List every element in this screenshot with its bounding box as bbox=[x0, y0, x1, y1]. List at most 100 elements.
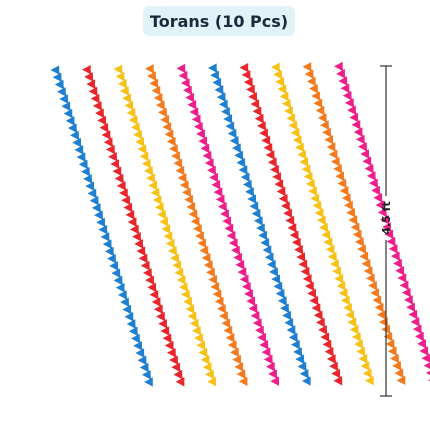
flag-triangle bbox=[425, 370, 430, 376]
flag-triangle bbox=[132, 231, 141, 242]
flag-triangle bbox=[95, 108, 104, 118]
flag-triangle bbox=[319, 222, 328, 233]
flag-triangle bbox=[250, 311, 260, 321]
flag-triangle bbox=[302, 274, 312, 284]
flag-triangle bbox=[268, 369, 277, 379]
flag-triangle bbox=[151, 297, 161, 307]
flag-triangle bbox=[300, 266, 310, 277]
flag-triangle bbox=[142, 268, 152, 278]
flag-triangle bbox=[259, 128, 268, 138]
flag-triangle bbox=[121, 195, 130, 205]
flag-triangle bbox=[287, 223, 297, 233]
flag-triangle bbox=[216, 304, 226, 314]
flag-triangle bbox=[115, 71, 125, 82]
flag-triangle bbox=[305, 179, 315, 189]
flag-triangle bbox=[208, 274, 217, 285]
flag-triangle bbox=[225, 333, 235, 343]
flag-triangle bbox=[306, 76, 316, 87]
flag-triangle bbox=[176, 275, 186, 285]
flag-triangle bbox=[218, 99, 228, 110]
flag-triangle bbox=[83, 174, 92, 184]
flag-triangle bbox=[202, 362, 212, 372]
flag-triangle bbox=[177, 173, 187, 183]
flag-triangle bbox=[92, 101, 102, 111]
flag-triangle bbox=[324, 347, 334, 357]
flag-triangle bbox=[164, 340, 174, 351]
flag-triangle bbox=[329, 361, 338, 371]
flag-triangle bbox=[179, 180, 189, 190]
flag-triangle bbox=[94, 210, 103, 220]
flag-triangle bbox=[149, 78, 159, 88]
flag-triangle bbox=[325, 244, 335, 255]
flag-triangle bbox=[366, 171, 376, 181]
flag-triangle bbox=[324, 135, 334, 145]
flag-triangle bbox=[122, 304, 132, 315]
flag-triangle bbox=[255, 325, 264, 335]
flag-triangle bbox=[160, 115, 169, 125]
flag-triangle bbox=[224, 223, 234, 234]
flag-triangle bbox=[136, 246, 146, 256]
flag-triangle bbox=[103, 137, 113, 147]
flag-triangle bbox=[377, 207, 387, 218]
flag-triangle bbox=[248, 92, 257, 102]
flag-triangle bbox=[207, 376, 216, 387]
flag-triangle bbox=[214, 296, 224, 307]
flag-triangle bbox=[197, 238, 207, 248]
flag-triangle bbox=[138, 253, 148, 264]
flag-triangle bbox=[318, 325, 327, 335]
flag-triangle bbox=[263, 143, 273, 153]
flag-triangle bbox=[371, 185, 380, 196]
flag-triangle bbox=[203, 260, 213, 270]
flag-triangle bbox=[260, 238, 270, 248]
flag-triangle bbox=[105, 144, 115, 155]
flag-triangle bbox=[67, 123, 77, 133]
flag-triangle bbox=[162, 333, 172, 343]
flag-triangle bbox=[238, 165, 248, 175]
flag-triangle bbox=[140, 260, 150, 271]
flag-triangle bbox=[226, 231, 236, 241]
flag-triangle bbox=[162, 122, 172, 132]
flag-triangle bbox=[288, 332, 298, 342]
flag-triangle bbox=[396, 375, 406, 386]
flag-triangle bbox=[240, 172, 250, 182]
flag-triangle bbox=[126, 108, 136, 118]
flag-triangle bbox=[326, 354, 336, 364]
flag-triangle bbox=[395, 266, 405, 276]
toran-string bbox=[334, 61, 430, 382]
flag-triangle bbox=[275, 77, 285, 87]
flag-triangle bbox=[250, 99, 260, 109]
flag-triangle bbox=[155, 100, 165, 110]
flag-triangle bbox=[135, 348, 145, 358]
flag-triangle bbox=[251, 208, 261, 219]
flag-triangle bbox=[228, 238, 238, 248]
flag-triangle bbox=[238, 376, 248, 387]
flag-triangle bbox=[185, 92, 194, 103]
flag-triangle bbox=[166, 348, 176, 358]
flag-triangle bbox=[120, 297, 129, 307]
flag-triangle bbox=[305, 281, 314, 291]
flag-triangle bbox=[243, 77, 253, 87]
flag-triangle bbox=[301, 164, 311, 174]
flag-triangle bbox=[223, 325, 233, 336]
flag-triangle bbox=[88, 86, 98, 97]
flag-triangle bbox=[134, 239, 143, 249]
flag-triangle bbox=[239, 274, 249, 285]
flag-triangle bbox=[311, 91, 320, 101]
flag-triangle bbox=[153, 304, 163, 314]
flag-triangle bbox=[399, 280, 409, 290]
flag-triangle bbox=[272, 172, 281, 182]
flag-triangle bbox=[321, 230, 330, 240]
flag-triangle bbox=[165, 238, 175, 249]
flag-triangle bbox=[280, 303, 289, 313]
toran-string bbox=[145, 64, 248, 387]
flag-triangle bbox=[147, 71, 156, 81]
flag-triangle bbox=[302, 62, 312, 72]
flag-triangle bbox=[139, 151, 149, 162]
flag-triangle bbox=[166, 136, 176, 147]
flag-triangle bbox=[147, 282, 157, 293]
flag-triangle bbox=[80, 166, 90, 177]
flag-triangle bbox=[172, 260, 182, 271]
flag-triangle bbox=[227, 340, 237, 350]
flag-triangle bbox=[173, 158, 183, 168]
flag-triangle bbox=[174, 267, 184, 278]
